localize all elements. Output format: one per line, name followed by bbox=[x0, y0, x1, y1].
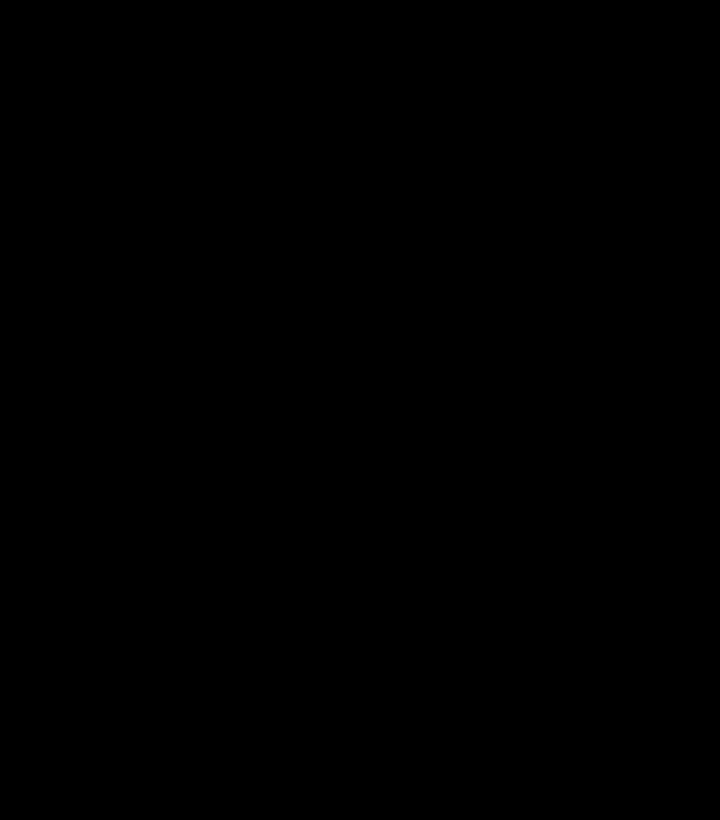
hr-diagram bbox=[0, 0, 720, 820]
axes-overlay bbox=[0, 0, 720, 820]
star-scatter-canvas bbox=[0, 0, 720, 820]
